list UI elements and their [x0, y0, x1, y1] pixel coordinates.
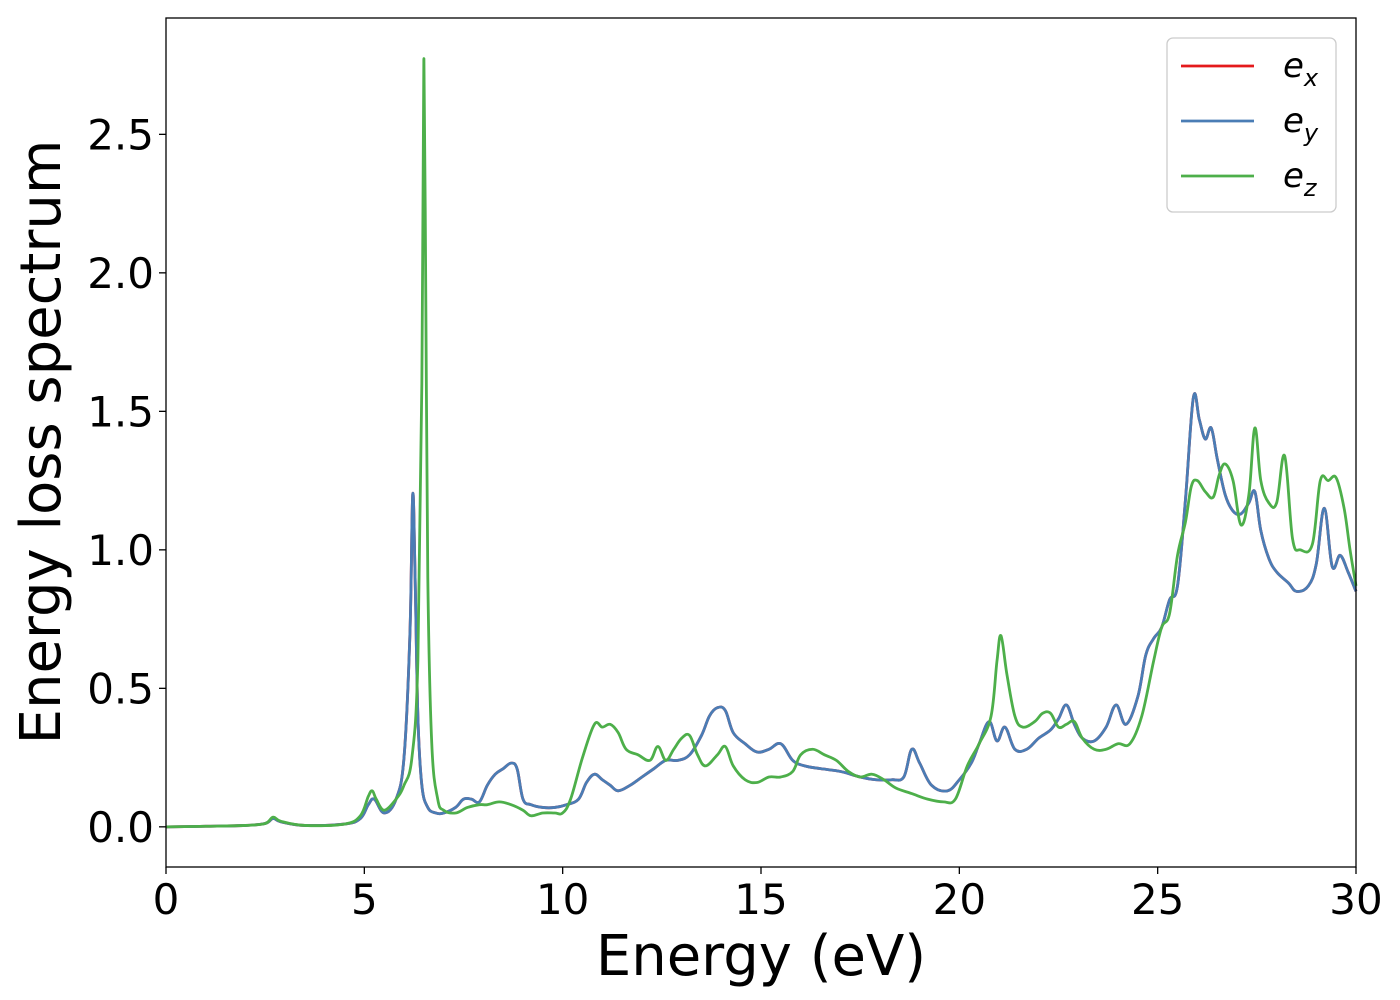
y-axis-label: Energy loss spectrum [9, 140, 74, 745]
x-tick-label: 15 [734, 875, 787, 924]
x-tick-label: 20 [933, 875, 986, 924]
y-tick-label: 2.0 [87, 249, 154, 298]
legend-label: ex [1283, 46, 1319, 92]
legend: ex ey ez [1166, 37, 1337, 213]
y-tick-label: 0.5 [87, 664, 154, 713]
x-tick-label: 10 [536, 875, 589, 924]
series-layer [165, 57, 1358, 829]
y-tick-label: 0.0 [87, 803, 154, 852]
y-tick-label: 2.5 [87, 110, 154, 159]
x-tick-label: 25 [1131, 875, 1184, 924]
series-line-e-y [165, 392, 1358, 829]
x-tick-label: 0 [153, 875, 180, 924]
legend-label: ez [1283, 156, 1318, 202]
y-tick-label: 1.0 [87, 526, 154, 575]
legend-items: ex ey ez [1181, 46, 1319, 202]
x-tick-label: 5 [351, 875, 378, 924]
y-axis-ticks: 0.0 0.5 1.0 1.5 2.0 2.5 [87, 110, 166, 852]
x-axis-label: Energy (eV) [596, 924, 926, 989]
x-axis-ticks: 0 5 10 15 20 25 30 [153, 867, 1383, 924]
x-tick-label: 30 [1329, 875, 1382, 924]
y-tick-label: 1.5 [87, 387, 154, 436]
series-line-e-z [165, 57, 1358, 829]
legend-box [1166, 37, 1337, 213]
legend-label: ey [1283, 101, 1319, 147]
plot-area [166, 18, 1356, 867]
